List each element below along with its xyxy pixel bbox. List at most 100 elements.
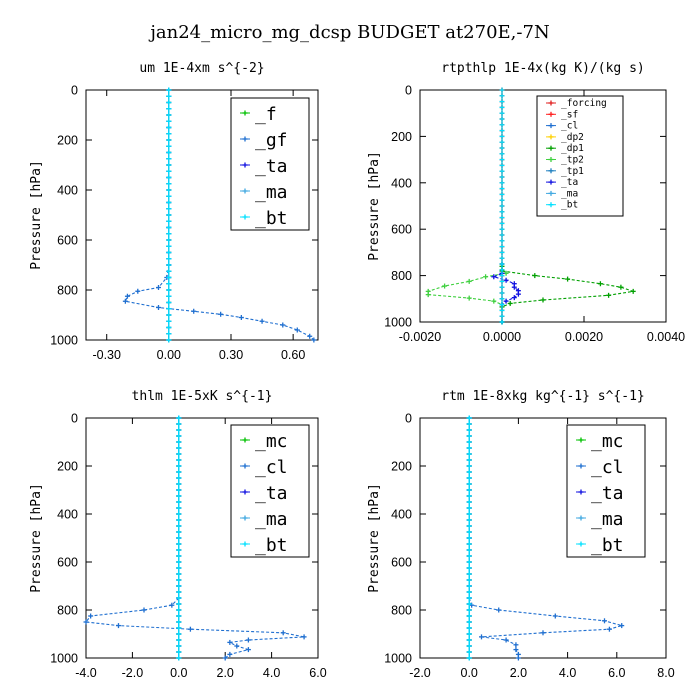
y-tick-label: 200: [57, 134, 78, 148]
x-tick-label: 2.0: [217, 666, 234, 680]
plot-frame: [419, 89, 667, 323]
x-tick-label: 8.0: [657, 666, 674, 680]
y-tick-label: 800: [391, 269, 412, 283]
y-tick-label: 600: [57, 234, 78, 248]
legend-entry: _cl: [561, 121, 578, 132]
panel-4: rtm 1E-8xkg kg^{-1} s^{-1} -2.0 0.0 2.0 4.0 6…: [367, 389, 675, 680]
legend-entry: _dp1: [561, 143, 584, 154]
x-tick-label: 0.0000: [483, 330, 521, 344]
y-axis-label: Pressure [hPa]: [367, 483, 382, 593]
legend: _f _gf _ta _ma _bt: [230, 97, 310, 231]
series-bt: [466, 415, 472, 661]
y-tick-label: 400: [391, 508, 412, 522]
legend-entry: _forcing: [561, 98, 607, 109]
series-line: [501, 266, 634, 322]
y-tick-label: 200: [57, 460, 78, 474]
series-bt: [499, 87, 505, 325]
legend-entry: _tp1: [561, 166, 584, 177]
legend: _mc _cl _ta _ma _bt: [566, 424, 646, 558]
series-line: [427, 264, 508, 322]
x-tick-label: 0.0: [170, 666, 187, 680]
x-tick-label: 0.0040: [647, 330, 685, 344]
x-tick-label: 6.0: [309, 666, 326, 680]
x-tick-label: 0.60: [281, 348, 305, 362]
plot-frame: [85, 89, 319, 341]
y-tick-label: 400: [57, 508, 78, 522]
legend-entry: _ma: [255, 182, 288, 203]
panel-2: rtpthlp 1E-4x(kg K)/(kg s) -0.0020 0.0000 0…: [367, 61, 685, 344]
legend-entry: _gf: [255, 130, 288, 151]
y-tick-label: 0: [405, 84, 412, 98]
y-tick-label: 1000: [50, 334, 78, 348]
figure-title: jan24_micro_mg_dcsp BUDGET at270E,-7N: [148, 22, 549, 43]
y-axis-label: Pressure [hPa]: [29, 483, 44, 593]
x-tick-label: -2.0: [122, 666, 144, 680]
x-tick-label: 0.00: [157, 348, 181, 362]
legend-entry: _ta: [255, 156, 288, 177]
legend-box: [230, 424, 310, 558]
panel-1: um 1E-4xm s^{-2} -0.30 0.00 0.30 0.60 0 200 400…: [29, 61, 319, 362]
legend-entry: _ta: [561, 177, 578, 188]
plot-frame: [85, 417, 319, 659]
series-tp2: [425, 261, 509, 325]
y-axis-label: Pressure [hPa]: [29, 160, 44, 270]
legend: _forcing_sf_cl_dp2_dp1_tp2_tp1_ta_ma_bt: [536, 95, 624, 217]
legend-entry: _bt: [255, 208, 288, 229]
x-tick-label: 4.0: [559, 666, 576, 680]
legend-entry: _ma: [255, 509, 288, 530]
y-tick-label: 800: [57, 284, 78, 298]
x-tick-label: -0.0020: [399, 330, 441, 344]
x-tick-label: 0.0020: [565, 330, 603, 344]
y-tick-label: 0: [71, 412, 78, 426]
y-tick-label: 400: [57, 184, 78, 198]
x-tick-label: -4.0: [75, 666, 97, 680]
legend-box: [230, 97, 310, 231]
x-tick-label: -2.0: [409, 666, 431, 680]
legend-entry: _bt: [591, 535, 624, 556]
y-tick-label: 200: [391, 460, 412, 474]
y-tick-label: 800: [57, 604, 78, 618]
series-bt: [166, 87, 172, 343]
x-tick-label: 4.0: [263, 666, 280, 680]
legend-entry: _ma: [561, 188, 578, 199]
legend-entry: _sf: [561, 109, 578, 120]
y-tick-label: 1000: [50, 652, 78, 666]
y-axis-label: Pressure [hPa]: [367, 151, 382, 261]
panel-title: thlm 1E-5xK s^{-1}: [132, 389, 273, 404]
x-tick-label: 0.0: [461, 666, 478, 680]
legend-entry: _f: [255, 104, 277, 125]
legend-entry: _bt: [255, 535, 288, 556]
legend-entry: _bt: [561, 200, 578, 211]
panel-title: rtm 1E-8xkg kg^{-1} s^{-1}: [441, 389, 645, 404]
y-tick-label: 1000: [384, 316, 412, 330]
x-tick-label: 2.0: [510, 666, 527, 680]
legend-entry: _ta: [255, 483, 288, 504]
legend-entry: _mc: [255, 431, 288, 452]
legend-entry: _dp2: [561, 132, 584, 143]
series-bt: [176, 415, 182, 661]
legend-entry: _tp2: [561, 155, 584, 166]
legend-box: [566, 424, 646, 558]
panel-3: thlm 1E-5xK s^{-1} -4.0 -2.0 0.0 2.0 4.0 6.0 0 2…: [29, 389, 327, 680]
legend-entry: _cl: [591, 457, 624, 478]
y-tick-label: 600: [391, 223, 412, 237]
y-tick-label: 600: [57, 556, 78, 570]
y-tick-label: 400: [391, 176, 412, 190]
legend-entry: _ma: [591, 509, 624, 530]
x-tick-label: -0.30: [92, 348, 121, 362]
x-tick-label: 6.0: [608, 666, 625, 680]
plot-frame: [419, 417, 667, 659]
y-tick-label: 1000: [384, 652, 412, 666]
legend-entry: _ta: [591, 483, 624, 504]
y-tick-label: 0: [71, 84, 78, 98]
y-tick-label: 600: [391, 556, 412, 570]
y-tick-label: 0: [405, 412, 412, 426]
x-tick-label: 0.30: [219, 348, 243, 362]
y-tick-label: 200: [391, 130, 412, 144]
y-tick-label: 800: [391, 604, 412, 618]
legend-entry: _mc: [591, 431, 624, 452]
panel-title: um 1E-4xm s^{-2}: [139, 61, 264, 76]
legend: _mc _cl _ta _ma _bt: [230, 424, 310, 558]
panel-title: rtpthlp 1E-4x(kg K)/(kg s): [441, 61, 645, 76]
